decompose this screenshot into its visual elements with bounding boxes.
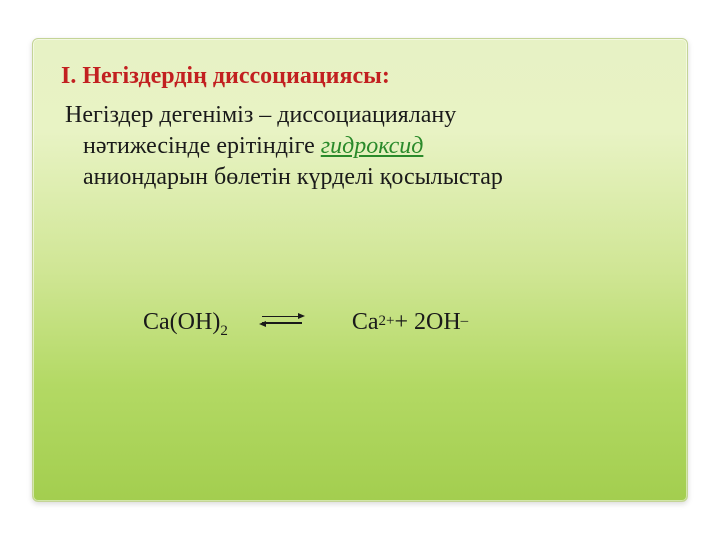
eq-right-ca-sup: 2+ xyxy=(378,313,394,330)
definition-term: гидроксид xyxy=(321,133,424,159)
slide-heading: I. Негіздердің диссоциациясы: xyxy=(61,63,659,90)
definition-line1: Негіздер дегеніміз – диссоциациялану xyxy=(65,102,456,128)
definition-text: Негіздер дегеніміз – диссоциациялану нәт… xyxy=(61,100,659,194)
equation-left: Ca(OH)2 xyxy=(143,309,228,336)
slide-frame: I. Негіздердің диссоциациясы: Негіздер д… xyxy=(32,38,688,502)
equation: Ca(OH)2 Ca2+ + 2OH– xyxy=(33,309,687,336)
definition-line2-before: нәтижесінде ерітіндіге xyxy=(83,133,321,159)
eq-right-plus: + 2OH xyxy=(394,309,460,336)
definition-line3: аниондарын бөлетін күрделі қосылыстар xyxy=(65,162,659,193)
eq-right-oh-sup: – xyxy=(461,313,469,330)
equation-right: Ca2+ + 2OH– xyxy=(352,309,468,336)
equilibrium-arrow-icon xyxy=(260,313,304,327)
eq-right-ca: Ca xyxy=(352,309,379,336)
eq-left-main: Ca(OH) xyxy=(143,309,220,336)
eq-left-sub: 2 xyxy=(220,323,228,340)
